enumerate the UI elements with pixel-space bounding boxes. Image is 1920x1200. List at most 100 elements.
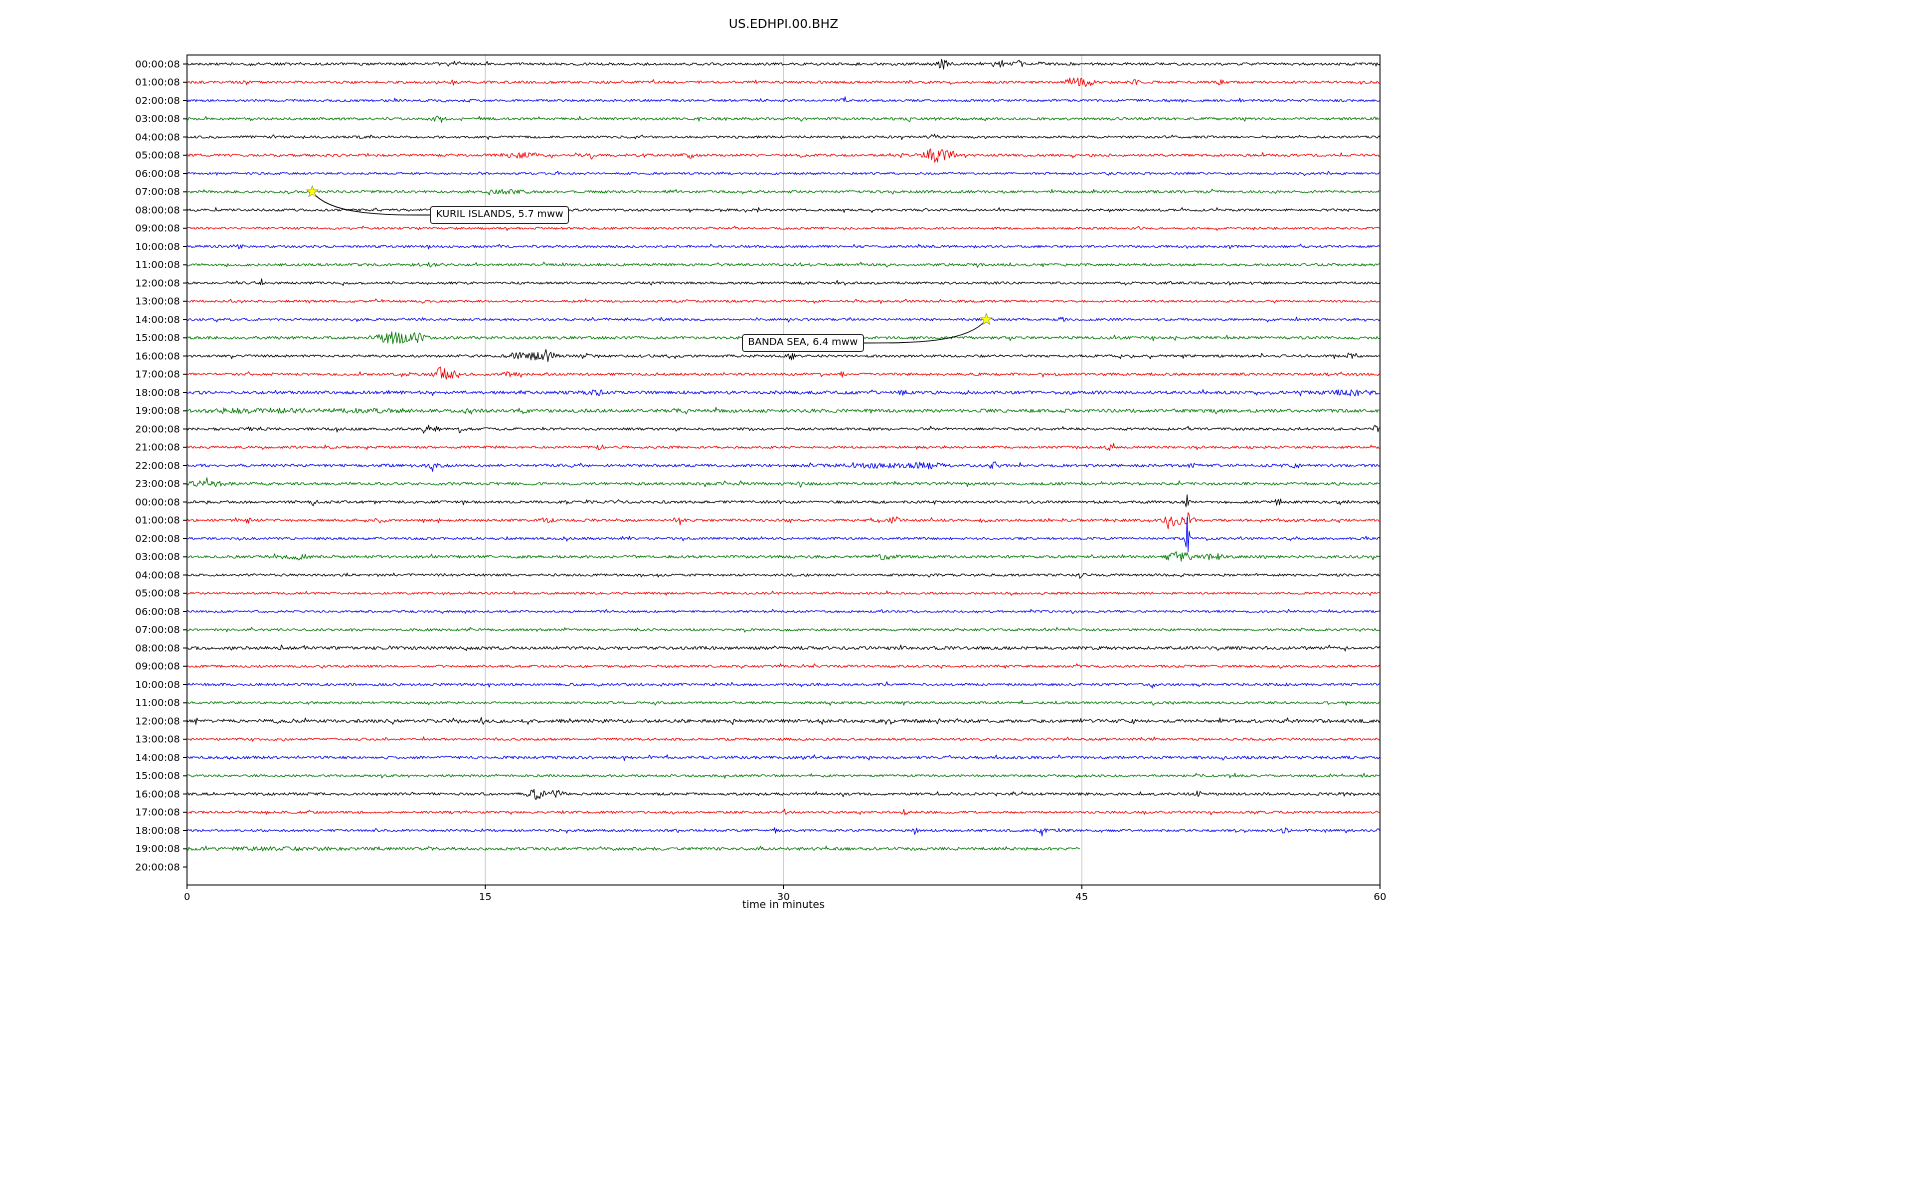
trace-row-43 xyxy=(186,845,1081,852)
trace-row-18 xyxy=(186,389,1380,397)
trace-row-5 xyxy=(186,148,1381,163)
y-tick-label: 04:00:08 xyxy=(135,132,180,143)
y-tick-label: 06:00:08 xyxy=(135,607,180,618)
x-tick-label: 0 xyxy=(184,892,190,903)
event-star-icon xyxy=(305,184,319,198)
y-tick-label: 15:00:08 xyxy=(135,771,180,782)
y-tick-label: 10:00:08 xyxy=(135,680,180,691)
y-tick-label: 15:00:08 xyxy=(135,333,180,344)
y-tick-label: 07:00:08 xyxy=(135,625,180,636)
trace-row-13 xyxy=(186,298,1381,304)
x-tick-label: 15 xyxy=(479,892,492,903)
y-tick-label: 04:00:08 xyxy=(135,570,180,581)
trace-row-29 xyxy=(186,590,1381,596)
trace-row-4 xyxy=(186,133,1381,140)
trace-row-12 xyxy=(186,278,1381,286)
y-tick-label: 03:00:08 xyxy=(135,114,180,125)
trace-row-20 xyxy=(186,424,1381,434)
trace-row-2 xyxy=(186,96,1381,103)
y-tick-label: 07:00:08 xyxy=(135,187,180,198)
trace-row-25 xyxy=(186,512,1381,530)
y-tick-label: 16:00:08 xyxy=(135,789,180,800)
trace-row-17 xyxy=(187,366,1381,380)
y-tick-label: 01:00:08 xyxy=(135,78,180,89)
y-tick-label: 19:00:08 xyxy=(135,844,180,855)
y-tick-label: 17:00:08 xyxy=(135,808,180,819)
trace-row-11 xyxy=(186,261,1381,268)
y-tick-label: 13:00:08 xyxy=(135,735,180,746)
trace-row-32 xyxy=(186,644,1381,652)
trace-row-6 xyxy=(186,170,1381,177)
trace-row-33 xyxy=(186,663,1381,669)
y-tick-label: 23:00:08 xyxy=(135,479,180,490)
trace-row-37 xyxy=(186,736,1381,742)
y-tick-label: 02:00:08 xyxy=(135,96,180,107)
trace-row-1 xyxy=(186,77,1381,87)
event-label-kuril-islands: KURIL ISLANDS, 5.7 mww xyxy=(430,206,570,224)
y-tick-label: 18:00:08 xyxy=(135,388,180,399)
y-tick-label: 17:00:08 xyxy=(135,370,180,381)
y-tick-label: 10:00:08 xyxy=(135,242,180,253)
x-tick-label: 60 xyxy=(1374,892,1387,903)
trace-row-10 xyxy=(186,243,1381,250)
y-tick-label: 19:00:08 xyxy=(135,406,180,417)
trace-row-40 xyxy=(186,788,1381,801)
event-star-icon xyxy=(979,312,993,326)
y-tick-label: 00:00:08 xyxy=(135,59,180,70)
trace-row-19 xyxy=(186,406,1381,415)
y-tick-label: 12:00:08 xyxy=(135,716,180,727)
trace-row-28 xyxy=(186,572,1381,579)
trace-row-38 xyxy=(186,754,1381,761)
trace-row-42 xyxy=(186,827,1381,837)
y-tick-label: 08:00:08 xyxy=(135,205,180,216)
y-tick-label: 06:00:08 xyxy=(135,169,180,180)
y-tick-label: 09:00:08 xyxy=(135,224,180,235)
x-axis-label: time in minutes xyxy=(742,899,825,911)
figure-title: US.EDHPI.00.BHZ xyxy=(728,16,839,31)
y-tick-label: 05:00:08 xyxy=(135,589,180,600)
y-tick-label: 22:00:08 xyxy=(135,461,180,472)
y-tick-label: 03:00:08 xyxy=(135,552,180,563)
event-connector xyxy=(311,191,431,216)
trace-row-23 xyxy=(186,477,1381,488)
y-tick-label: 20:00:08 xyxy=(135,862,180,873)
trace-row-24 xyxy=(187,494,1381,508)
trace-row-9 xyxy=(186,225,1381,231)
y-tick-label: 00:00:08 xyxy=(135,497,180,508)
y-tick-label: 11:00:08 xyxy=(135,260,180,271)
y-tick-label: 21:00:08 xyxy=(135,443,180,454)
trace-row-21 xyxy=(186,442,1381,451)
y-tick-label: 05:00:08 xyxy=(135,151,180,162)
trace-row-36 xyxy=(186,717,1381,726)
y-tick-label: 11:00:08 xyxy=(135,698,180,709)
trace-row-7 xyxy=(186,188,1380,196)
trace-row-16 xyxy=(186,349,1381,363)
x-tick-label: 30 xyxy=(777,892,790,903)
trace-row-14 xyxy=(186,316,1381,323)
trace-row-30 xyxy=(186,608,1381,614)
trace-row-41 xyxy=(186,808,1381,816)
trace-row-0 xyxy=(186,58,1381,70)
y-tick-label: 18:00:08 xyxy=(135,826,180,837)
y-tick-label: 08:00:08 xyxy=(135,643,180,654)
y-tick-label: 14:00:08 xyxy=(135,753,180,764)
y-tick-label: 01:00:08 xyxy=(135,516,180,527)
y-tick-label: 13:00:08 xyxy=(135,297,180,308)
y-tick-label: 14:00:08 xyxy=(135,315,180,326)
y-tick-label: 09:00:08 xyxy=(135,662,180,673)
y-tick-label: 12:00:08 xyxy=(135,278,180,289)
trace-row-35 xyxy=(186,699,1381,706)
event-label-banda-sea: BANDA SEA, 6.4 mww xyxy=(742,334,864,352)
trace-row-26 xyxy=(186,517,1381,553)
trace-row-31 xyxy=(186,626,1381,633)
y-tick-label: 20:00:08 xyxy=(135,424,180,435)
trace-row-39 xyxy=(186,772,1380,779)
trace-row-34 xyxy=(186,681,1381,689)
y-tick-label: 02:00:08 xyxy=(135,534,180,545)
x-tick-label: 45 xyxy=(1075,892,1088,903)
event-connector xyxy=(863,319,987,344)
trace-row-22 xyxy=(186,461,1381,472)
y-tick-label: 16:00:08 xyxy=(135,351,180,362)
